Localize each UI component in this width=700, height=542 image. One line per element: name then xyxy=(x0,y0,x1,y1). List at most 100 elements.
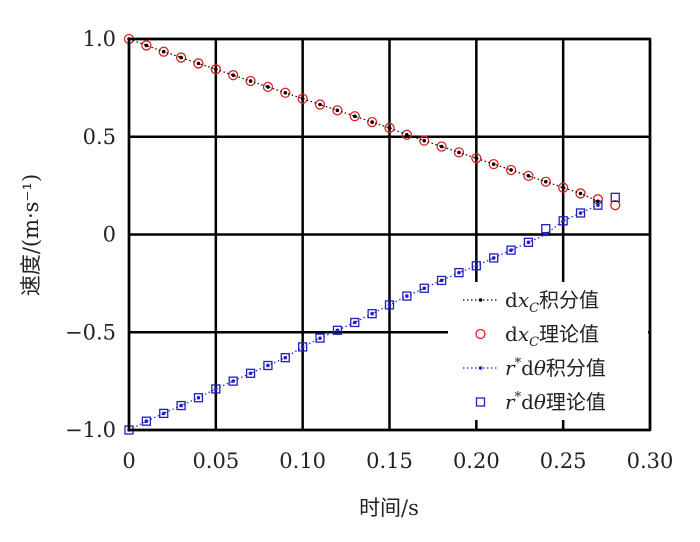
data-point xyxy=(453,147,465,158)
data-point xyxy=(248,371,253,376)
data-point xyxy=(366,116,378,128)
data-point xyxy=(454,267,464,278)
data-point xyxy=(436,141,447,152)
data-point xyxy=(575,208,586,218)
data-point xyxy=(384,300,395,310)
data-point xyxy=(175,52,187,63)
data-point xyxy=(231,73,235,77)
data-point xyxy=(488,158,499,170)
data-point xyxy=(558,216,568,226)
data-point xyxy=(350,317,360,328)
data-point xyxy=(578,211,583,215)
data-point xyxy=(489,253,499,263)
data-point xyxy=(335,328,340,333)
data-point xyxy=(335,108,340,113)
data-point xyxy=(179,55,183,60)
data-point xyxy=(596,203,600,207)
y-tick-labels: 1.0 0.5 0 −0.5 −1.0 xyxy=(65,27,116,442)
data-point xyxy=(144,43,149,48)
data-point xyxy=(610,200,621,211)
y-tick-label: 1.0 xyxy=(83,27,116,51)
legend-swatch-marker xyxy=(475,397,486,407)
data-point xyxy=(161,49,166,54)
data-point xyxy=(314,99,326,110)
legend-swatch-marker xyxy=(478,366,483,370)
data-point xyxy=(422,138,427,143)
data-point xyxy=(610,192,620,203)
series-0 xyxy=(127,37,600,204)
data-point xyxy=(402,291,412,301)
data-point xyxy=(214,67,218,72)
data-point xyxy=(315,333,325,343)
data-point xyxy=(457,270,461,275)
axes xyxy=(127,37,652,432)
data-point xyxy=(144,419,149,424)
y-tick-label: −0.5 xyxy=(65,320,116,344)
data-point xyxy=(401,129,413,140)
data-point xyxy=(370,120,374,124)
data-point xyxy=(280,87,291,98)
data-point xyxy=(196,61,201,66)
y-axis-label: 速度/(m·s⁻¹) xyxy=(19,174,43,296)
data-point xyxy=(405,132,409,137)
data-point xyxy=(523,170,534,182)
data-point xyxy=(297,93,308,104)
data-point xyxy=(159,408,169,419)
data-point xyxy=(561,219,565,223)
data-point xyxy=(352,114,357,119)
legend-box xyxy=(448,282,648,420)
data-point xyxy=(266,85,270,89)
data-point xyxy=(422,286,427,291)
data-point xyxy=(231,379,235,383)
data-point xyxy=(228,70,239,81)
y-tick-label: 0 xyxy=(103,223,116,247)
data-point xyxy=(318,102,322,107)
data-point xyxy=(370,311,374,316)
data-point xyxy=(332,105,343,116)
data-point xyxy=(193,58,204,69)
data-point xyxy=(141,40,152,51)
series-line xyxy=(128,204,599,431)
data-point xyxy=(439,144,444,149)
data-point xyxy=(439,278,444,283)
data-point xyxy=(405,294,409,298)
data-point xyxy=(474,263,479,268)
data-point xyxy=(141,416,152,426)
x-tick-label: 0.15 xyxy=(366,449,413,473)
data-point xyxy=(245,75,256,87)
data-point xyxy=(245,368,256,378)
data-point xyxy=(474,156,479,161)
data-point xyxy=(349,111,360,122)
data-point xyxy=(540,176,551,187)
data-point xyxy=(367,309,377,319)
data-point xyxy=(596,199,600,204)
data-point xyxy=(506,245,516,255)
data-point xyxy=(262,81,274,93)
data-point xyxy=(196,395,201,400)
data-point xyxy=(176,400,186,411)
data-point xyxy=(332,325,343,335)
y-tick-label: 0.5 xyxy=(83,125,116,149)
data-point xyxy=(387,303,392,307)
x-tick-label: 0.05 xyxy=(192,449,239,473)
data-point xyxy=(419,283,429,293)
data-point xyxy=(544,179,548,184)
data-point xyxy=(509,168,513,172)
data-point xyxy=(491,256,496,260)
data-point xyxy=(263,360,273,371)
x-tick-label: 0.25 xyxy=(540,449,587,473)
data-point xyxy=(280,353,290,363)
data-point xyxy=(211,384,221,394)
y-tick-label: −1.0 xyxy=(65,418,116,442)
data-point xyxy=(471,153,482,164)
data-point xyxy=(384,122,395,134)
data-point xyxy=(544,232,548,237)
x-tick-label: 0.20 xyxy=(453,449,500,473)
data-point xyxy=(471,261,481,271)
data-point xyxy=(161,411,166,416)
x-tick-labels: 0 0.05 0.10 0.15 0.20 0.25 0.30 xyxy=(122,449,673,473)
x-tick-label: 0.30 xyxy=(627,449,674,473)
data-point xyxy=(561,185,565,190)
data-point xyxy=(457,150,461,155)
legend-label: r*dθ积分值 xyxy=(505,356,606,380)
